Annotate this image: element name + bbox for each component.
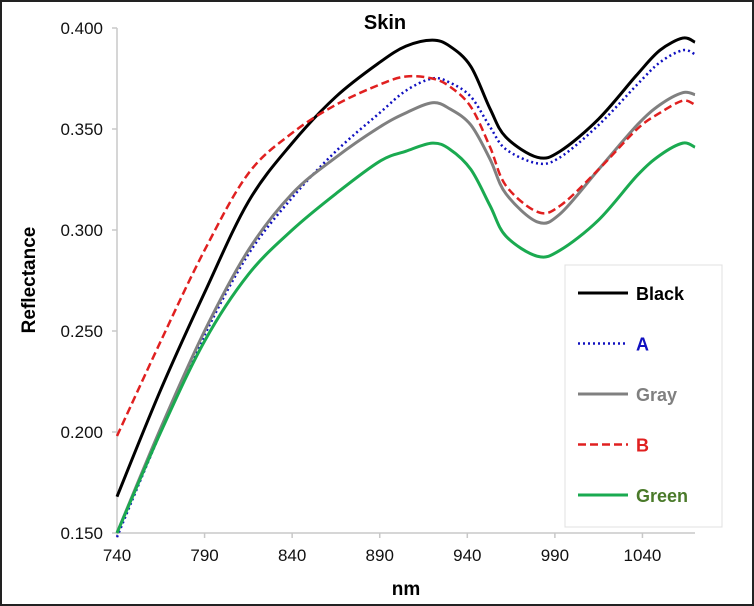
y-tick-label: 0.300 [60,221,103,240]
legend: Black A Gray B Green [564,264,723,528]
series-line-b [115,74,696,437]
y-tick-label: 0.350 [60,120,103,139]
y-tick-label: 0.400 [60,19,103,38]
x-tick-label: 990 [541,546,569,565]
y-axis-label: Reflectance [19,227,40,334]
legend-label-b: B [636,436,649,456]
x-tick-label: 840 [278,546,306,565]
y-tick-label: 0.250 [60,322,103,341]
legend-box [564,264,723,528]
legend-label-black: Black [636,284,685,304]
x-tick-label: 940 [453,546,481,565]
y-tick-label: 0.150 [60,524,103,543]
x-axis-label: nm [392,579,421,600]
chart-title: Skin [364,12,406,34]
series-group [115,36,696,538]
legend-label-a: A [636,335,649,355]
axes: 740 790 840 890 940 990 1040 0.150 0.200 0.250 0.3… [60,19,695,565]
legend-label-green: Green [636,486,688,506]
x-tick-label: 1040 [624,546,662,565]
series-line-gray [115,90,696,534]
x-tick-label: 740 [103,546,131,565]
series-line-black [115,36,696,498]
series-line-green [115,141,696,534]
x-tick-label: 890 [366,546,394,565]
x-tick-label: 790 [190,546,218,565]
y-tick-label: 0.200 [60,423,103,442]
legend-label-gray: Gray [636,385,677,405]
